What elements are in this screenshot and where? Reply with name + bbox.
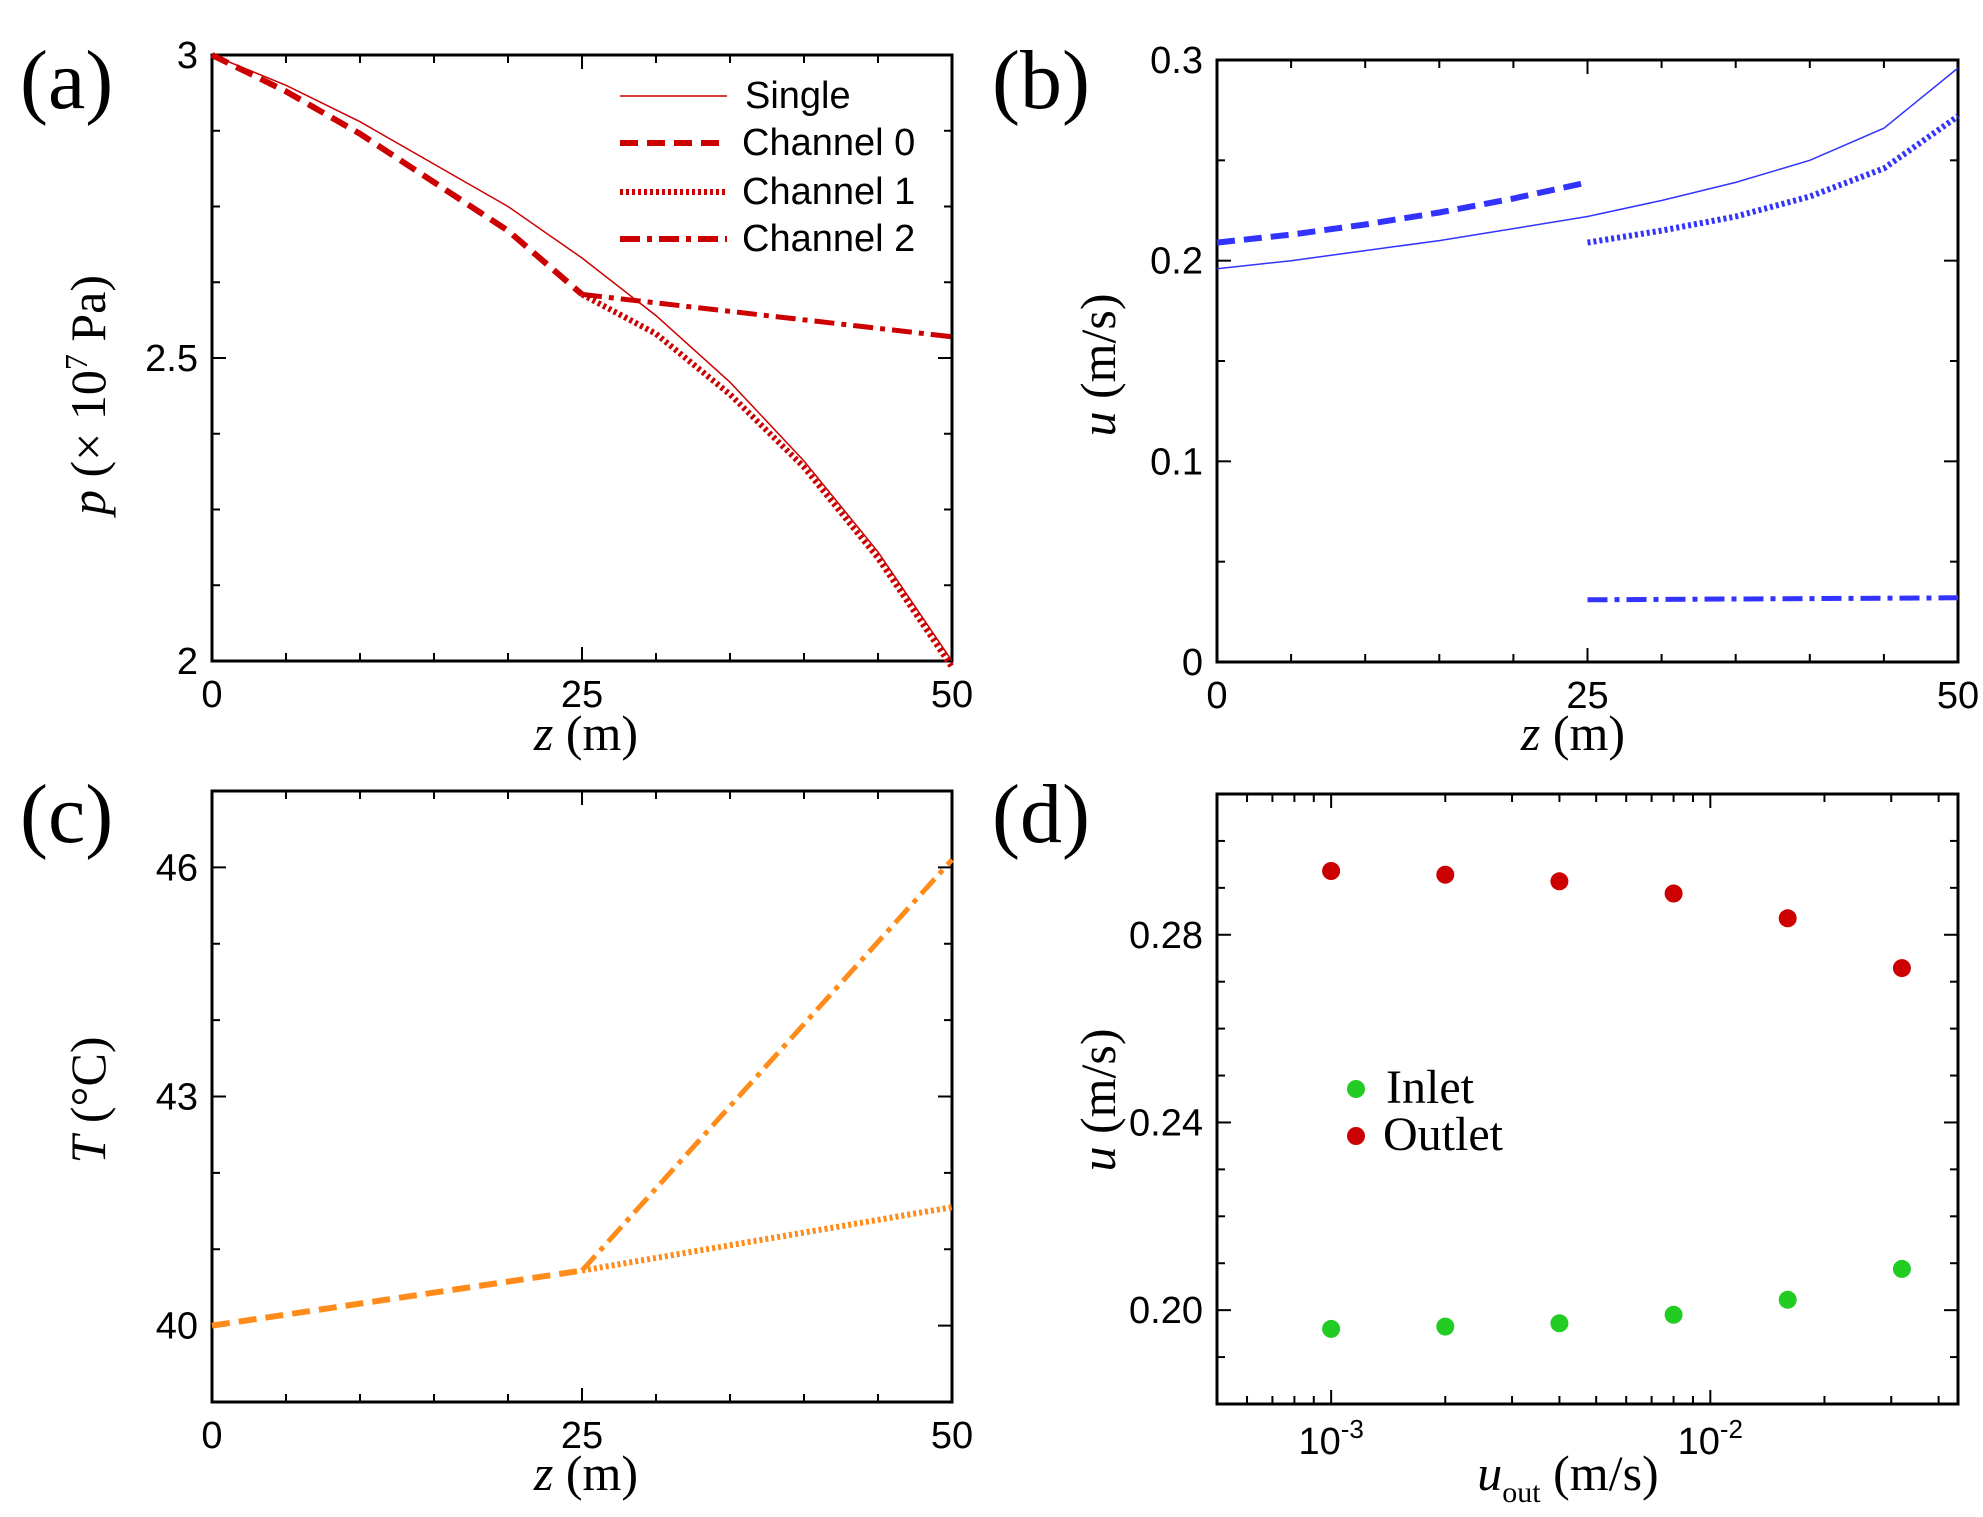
legend-d: Inlet Outlet <box>1347 1061 1504 1161</box>
point-outlet <box>1550 872 1569 891</box>
xlabel-b: z (m) <box>1520 705 1625 761</box>
y-tick-label: 0.24 <box>1129 1102 1203 1144</box>
panel-label-d: (d) <box>992 768 1090 861</box>
y-tick-label: 46 <box>156 847 198 889</box>
y-tick-label: 0.3 <box>1150 40 1203 82</box>
y-tick-label: 3 <box>177 35 198 77</box>
ylabel-a: p (× 107 Pa) <box>58 275 116 518</box>
legend-a-label-single: Single <box>745 75 851 117</box>
legend-a-label-channel2: Channel 2 <box>742 218 915 260</box>
series-channel-0 <box>210 52 584 297</box>
panel-label-b: (b) <box>992 34 1090 127</box>
legend-d-swatch-inlet <box>1347 1080 1365 1098</box>
x-tick-label: 25 <box>561 1415 603 1457</box>
series-channel-2 <box>580 858 954 1273</box>
panel-b: 0 25 50 0 0.1 0.2 0.3 <box>1150 40 1979 717</box>
series-channel-1 <box>1587 113 1960 246</box>
y-tick-label: 0 <box>1182 642 1203 684</box>
plot-frame <box>1215 58 1960 664</box>
series-channel-1 <box>581 1204 953 1274</box>
ylabel-b: u (m/s) <box>1070 293 1126 436</box>
series-single <box>211 54 953 662</box>
plot-frame <box>1215 792 1960 1406</box>
x-tick-label: 10-3 <box>1298 1414 1363 1463</box>
legend-a-label-channel1: Channel 1 <box>742 171 915 213</box>
legend-d-label-outlet: Outlet <box>1383 1108 1504 1161</box>
point-outlet <box>1436 865 1455 884</box>
y-tick-label: 43 <box>156 1077 198 1119</box>
x-tick-label: 0 <box>201 674 222 716</box>
y-tick-label: 0.20 <box>1129 1290 1203 1332</box>
legend-a-label-channel0: Channel 0 <box>742 122 915 164</box>
x-tick-label: 25 <box>561 674 603 716</box>
series-single <box>1216 67 1959 270</box>
legend-d-swatch-outlet <box>1347 1127 1365 1145</box>
y-tick-label: 0.1 <box>1150 441 1203 483</box>
point-inlet <box>1436 1317 1455 1336</box>
x-tick-label: 50 <box>1937 675 1979 717</box>
y-tick-label: 40 <box>156 1306 198 1348</box>
panel-c: 0 25 50 40 43 46 <box>156 789 973 1457</box>
panel-label-a: (a) <box>20 34 113 127</box>
xlabel-c: z (m) <box>533 1445 638 1501</box>
x-tick-label: 10-2 <box>1678 1414 1743 1463</box>
legend-d-label-inlet: Inlet <box>1386 1061 1475 1114</box>
ylabel-d: u (m/s) <box>1070 1028 1126 1171</box>
point-inlet <box>1778 1290 1797 1309</box>
y-tick-label: 2.5 <box>145 338 198 380</box>
point-outlet <box>1322 862 1341 880</box>
x-tick-label: 25 <box>1566 675 1608 717</box>
y-tick-label: 2 <box>177 641 198 683</box>
series-channel-0 <box>211 1267 583 1329</box>
series-channel-0 <box>1216 179 1589 246</box>
x-tick-label: 0 <box>1206 675 1227 717</box>
point-inlet <box>1550 1314 1569 1333</box>
point-outlet <box>1778 909 1797 928</box>
y-tick-label: 0.28 <box>1129 915 1203 957</box>
point-outlet <box>1892 959 1911 978</box>
point-inlet <box>1664 1305 1683 1324</box>
xlabel-d: uout (m/s) <box>1477 1445 1658 1509</box>
point-inlet <box>1892 1259 1911 1278</box>
xlabel-a: z (m) <box>533 705 638 761</box>
panel-d: 10-3 10-2 0.20 0.24 0.28 <box>1129 792 1960 1463</box>
series-channel-1 <box>580 291 955 669</box>
ylabel-c: T (°C) <box>60 1037 116 1164</box>
legend-a: Single Channel 0 Channel 1 Channel 2 <box>620 75 915 260</box>
x-tick-label: 0 <box>201 1415 222 1457</box>
y-tick-label: 0.2 <box>1150 241 1203 283</box>
series-channel-2 <box>1587 595 1959 603</box>
x-tick-label: 50 <box>931 1415 973 1457</box>
panel-a: 0 25 50 2 2.5 3 <box>145 35 973 716</box>
series-channel-2 <box>581 291 953 340</box>
point-outlet <box>1664 884 1683 903</box>
x-tick-label: 50 <box>931 674 973 716</box>
panel-label-c: (c) <box>20 768 113 861</box>
point-inlet <box>1322 1319 1341 1338</box>
